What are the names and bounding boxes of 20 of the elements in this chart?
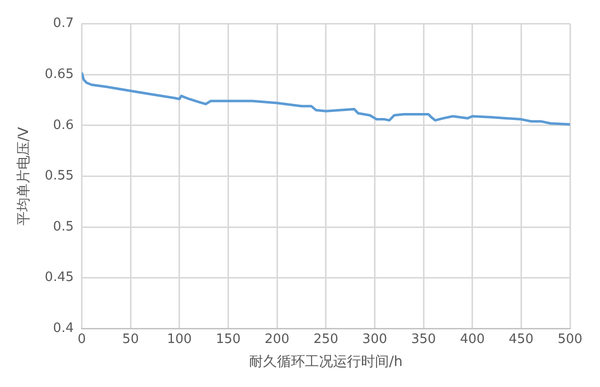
x-tick-label: 350: [411, 332, 436, 347]
x-tick-label: 200: [264, 332, 290, 347]
x-axis-title: 耐久循环工况运行时间/h: [249, 354, 403, 370]
x-tick-label: 0: [78, 332, 86, 347]
y-tick-label: 0.65: [44, 66, 74, 82]
y-tick-label: 0.55: [44, 168, 74, 184]
x-tick-label: 150: [216, 332, 241, 347]
x-tick-label: 450: [508, 332, 534, 347]
y-tick-label: 0.7: [53, 16, 74, 32]
y-axis-title: 平均单片电压/V: [16, 126, 32, 226]
y-tick-label: 0.45: [44, 270, 74, 286]
y-tick-label: 0.4: [53, 320, 74, 336]
x-tick-label: 50: [122, 332, 139, 347]
x-tick-label: 100: [166, 332, 192, 347]
y-tick-label: 0.6: [53, 118, 74, 133]
x-tick-label: 250: [313, 332, 338, 347]
x-tick-label: 400: [460, 332, 485, 347]
x-tick-label: 300: [362, 332, 388, 347]
y-tick-label: 0.5: [53, 219, 74, 234]
x-tick-label: 500: [558, 332, 582, 347]
